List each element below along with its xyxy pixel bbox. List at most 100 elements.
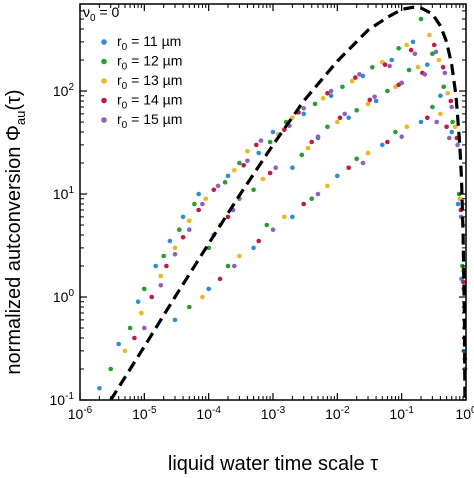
data-point-series-1-23 xyxy=(425,62,430,67)
data-point-series-5-20 xyxy=(412,51,418,57)
data-point-series-2-6 xyxy=(192,201,197,207)
legend-marker-5 xyxy=(101,117,107,123)
data-point-series-4-10 xyxy=(267,170,273,176)
data-point-series-1-12 xyxy=(270,129,276,135)
data-point-series-5-1 xyxy=(142,325,147,331)
data-point-series-5-35 xyxy=(447,135,452,141)
data-point-series-3-31 xyxy=(282,214,287,220)
data-point-series-3-33 xyxy=(365,150,371,156)
data-point-series-4-4 xyxy=(180,235,186,240)
data-point-series-2-21 xyxy=(406,67,412,73)
data-point-series-3-1 xyxy=(122,348,128,354)
data-point-series-4-29 xyxy=(217,276,223,282)
data-point-series-5-17 xyxy=(372,94,377,100)
data-point-series-4-11 xyxy=(282,127,287,133)
data-point-series-2-8 xyxy=(222,180,228,185)
data-point-series-4-31 xyxy=(301,201,307,207)
data-point-series-1-22 xyxy=(410,39,416,45)
data-point-series-3-16 xyxy=(349,78,355,84)
data-point-series-3-29 xyxy=(200,294,205,300)
data-point-series-3-10 xyxy=(260,176,266,182)
x-tick-label-5: 10-2 xyxy=(325,405,350,422)
data-point-series-1-11 xyxy=(256,150,262,156)
data-point-series-1-5 xyxy=(167,238,173,244)
data-point-series-5-10 xyxy=(273,165,279,170)
data-point-series-5-14 xyxy=(328,88,334,94)
data-point-series-2-14 xyxy=(312,101,318,107)
data-point-series-1-31 xyxy=(251,245,256,251)
data-point-series-1-30 xyxy=(206,286,211,292)
data-point-series-5-21 xyxy=(422,72,428,77)
x-tick-label-6: 10-1 xyxy=(389,405,414,422)
data-point-series-3-23 xyxy=(436,57,442,63)
data-point-series-1-4 xyxy=(153,263,158,269)
data-point-series-5-16 xyxy=(357,72,362,77)
data-point-series-2-17 xyxy=(354,108,360,113)
data-point-series-1-6 xyxy=(180,214,186,220)
data-point-series-5-18 xyxy=(387,63,392,69)
y-axis-title: normalized autconversion Φau(τ) xyxy=(3,89,28,374)
data-point-series-1-25 xyxy=(449,129,455,135)
data-point-series-3-20 xyxy=(404,42,410,48)
data-point-series-4-6 xyxy=(211,187,217,193)
legend-marker-4 xyxy=(101,97,107,104)
axis-tick-labels: 10-6 10-5 10-4 10-3 10-2 10-1 100 10-1 100 101 102 xyxy=(50,82,474,422)
data-point-series-1-1 xyxy=(97,386,102,391)
data-point-series-2-11 xyxy=(267,139,273,145)
data-point-series-5-9 xyxy=(258,138,264,143)
data-point-series-1-16 xyxy=(328,93,334,98)
data-point-series-1-9 xyxy=(225,173,231,179)
corner-label: ν0 = 0 xyxy=(83,4,120,24)
data-point-series-2-23 xyxy=(430,51,435,57)
data-point-series-2-24 xyxy=(441,84,447,90)
data-point-series-1-32 xyxy=(290,214,295,220)
data-point-series-4-22 xyxy=(431,42,437,48)
data-point-series-2-1 xyxy=(108,366,113,372)
data-point-series-1-7 xyxy=(196,191,201,197)
data-point-series-1-18 xyxy=(360,73,366,79)
data-point-series-4-8 xyxy=(241,163,246,168)
data-point-series-4-7 xyxy=(225,214,231,220)
data-point-series-2-18 xyxy=(370,65,375,70)
data-point-series-4-30 xyxy=(256,238,262,244)
x-tick-label-1: 10-6 xyxy=(68,405,93,422)
data-point-series-3-9 xyxy=(245,149,250,154)
legend-marker-2 xyxy=(101,58,107,65)
data-point-series-5-5 xyxy=(200,201,205,207)
data-point-series-5-24 xyxy=(449,104,455,110)
data-point-series-4-27 xyxy=(461,279,466,285)
data-point-series-4-14 xyxy=(325,91,330,96)
data-point-series-3-32 xyxy=(325,183,330,189)
data-point-series-3-13 xyxy=(305,145,311,151)
legend-label-5: r0 = 15 µm xyxy=(117,111,182,131)
data-point-series-5-12 xyxy=(301,106,307,111)
data-point-series-5-2 xyxy=(158,283,164,288)
data-point-series-4-18 xyxy=(382,62,388,67)
data-point-series-3-35 xyxy=(438,111,443,117)
legend-label-3: r0 = 13 µm xyxy=(117,72,182,92)
data-point-series-3-5 xyxy=(187,218,192,224)
data-point-series-4-13 xyxy=(309,139,315,145)
data-point-series-4-5 xyxy=(196,207,201,213)
data-point-series-1-2 xyxy=(116,341,121,347)
fit-curve xyxy=(109,5,467,401)
data-point-series-5-8 xyxy=(245,158,250,164)
y-tick-label-2: 100 xyxy=(53,288,75,305)
data-point-series-1-33 xyxy=(335,173,340,179)
data-point-series-5-13 xyxy=(315,134,321,139)
data-point-series-5-15 xyxy=(342,111,348,117)
data-point-series-3-21 xyxy=(415,65,421,70)
data-point-series-2-34 xyxy=(393,129,398,135)
data-point-series-4-23 xyxy=(440,65,446,70)
legend-marker-3 xyxy=(101,78,107,84)
data-point-series-1-24 xyxy=(438,93,443,98)
data-point-series-3-14 xyxy=(320,96,326,101)
data-point-series-5-22 xyxy=(433,49,439,55)
data-point-series-4-32 xyxy=(346,165,352,170)
data-point-series-5-30 xyxy=(270,227,276,232)
data-point-series-1-13 xyxy=(290,165,295,170)
y-tick-label-1: 10-1 xyxy=(50,391,75,408)
data-point-series-3-15 xyxy=(335,119,340,125)
data-point-series-2-19 xyxy=(385,88,390,94)
